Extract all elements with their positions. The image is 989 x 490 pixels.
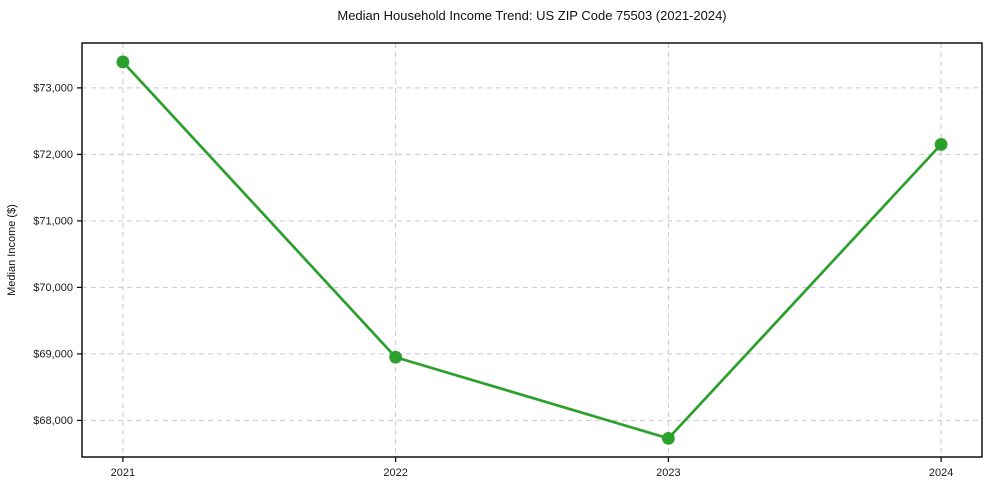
x-tick-label: 2024 [929,467,953,479]
data-point-2021 [116,55,130,69]
x-tick-label: 2021 [111,467,135,479]
data-point-2024 [934,138,948,151]
x-tick-label: 2022 [383,467,407,479]
y-tick-label: $70,000 [33,282,73,294]
y-tick-label: $68,000 [33,415,73,427]
income-trend-line [121,60,943,440]
y-tick-label: $72,000 [33,149,73,161]
data-point-2023 [661,431,675,445]
y-tick-label: $69,000 [33,349,73,361]
chart-title: Median Household Income Trend: US ZIP Co… [337,8,727,23]
data-point-2022 [389,350,403,364]
y-tick-label: $73,000 [33,83,73,95]
y-tick-label: $71,000 [33,216,73,228]
plot-border [81,42,983,458]
x-tick-label: 2023 [656,467,680,479]
